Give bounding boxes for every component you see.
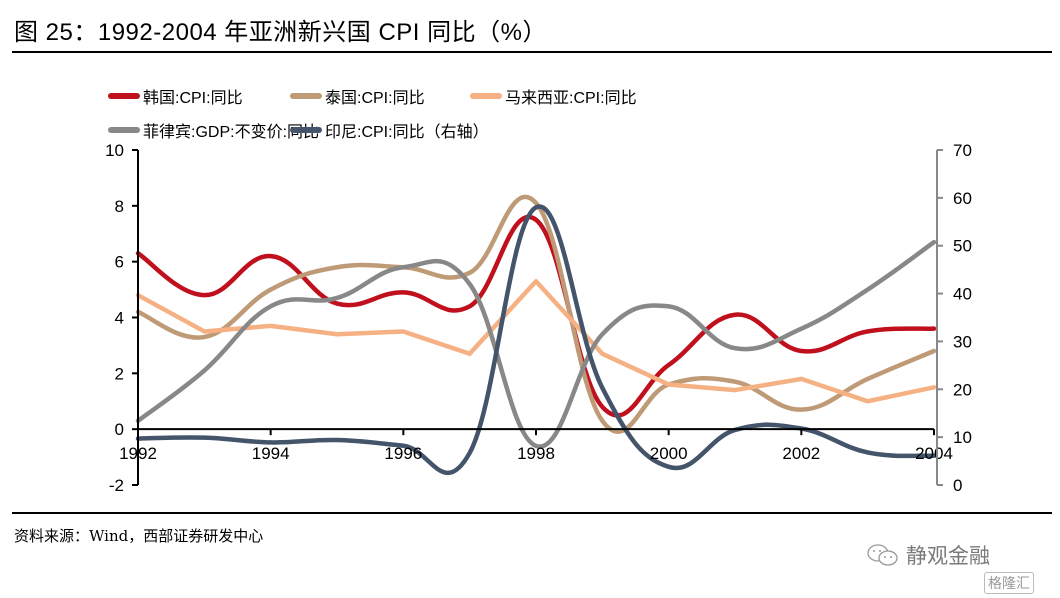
y-tick-label: 0 bbox=[115, 420, 124, 439]
legend-label: 泰国:CPI:同比 bbox=[325, 90, 425, 107]
legend-swatch bbox=[290, 127, 322, 133]
watermark: 静观金融 bbox=[866, 540, 990, 570]
watermark-logo: 格隆汇 bbox=[984, 572, 1034, 594]
x-tick-label: 1998 bbox=[517, 444, 555, 463]
y2-tick-label: 20 bbox=[953, 380, 972, 399]
y2-tick-label: 60 bbox=[953, 189, 972, 208]
x-tick-label: 2004 bbox=[915, 444, 953, 463]
wechat-icon bbox=[867, 544, 898, 566]
y2-tick-label: 0 bbox=[953, 476, 962, 495]
y-tick-label: 4 bbox=[115, 309, 124, 328]
series-layer bbox=[135, 194, 937, 476]
x-tick-label: 2000 bbox=[650, 444, 688, 463]
legend-swatch bbox=[108, 93, 140, 99]
series-line-4 bbox=[135, 204, 937, 476]
y2-tick-label: 40 bbox=[953, 285, 972, 304]
series-line-1 bbox=[135, 194, 937, 434]
x-tick-label: 2002 bbox=[782, 444, 820, 463]
legend-item-korea: 韩国:CPI:同比 bbox=[108, 84, 243, 108]
x-tick-label: 1996 bbox=[384, 444, 422, 463]
y-tick-label: -2 bbox=[109, 476, 124, 495]
y2-tick-label: 30 bbox=[953, 332, 972, 351]
y-tick-label: 2 bbox=[115, 364, 124, 383]
legend-label: 菲律宾:GDP:不变价:同比 bbox=[143, 124, 320, 141]
x-tick-label: 1994 bbox=[252, 444, 290, 463]
chart-title: 图 25：1992-2004 年亚洲新兴国 CPI 同比（%） bbox=[14, 19, 547, 46]
watermark-text: 静观金融 bbox=[906, 545, 990, 568]
legend-label: 韩国:CPI:同比 bbox=[143, 90, 243, 107]
x-tick-label: 1992 bbox=[119, 444, 157, 463]
series-line-2 bbox=[135, 278, 937, 404]
legend-item-malaysia: 马来西亚:CPI:同比 bbox=[470, 84, 637, 108]
y-tick-label: 10 bbox=[105, 141, 124, 160]
series-line-0 bbox=[135, 214, 937, 418]
legend-item-philippines: 菲律宾:GDP:不变价:同比 bbox=[108, 118, 319, 142]
footer-divider bbox=[12, 512, 1052, 514]
legend-item-thailand: 泰国:CPI:同比 bbox=[290, 84, 425, 108]
legend-swatch bbox=[290, 93, 322, 99]
legend-label: 印尼:CPI:同比（右轴） bbox=[325, 124, 489, 141]
legend-swatch bbox=[470, 93, 502, 99]
series-line-3 bbox=[135, 239, 937, 449]
y2-tick-label: 50 bbox=[953, 237, 972, 256]
y-tick-label: 8 bbox=[115, 197, 124, 216]
legend-swatch bbox=[108, 127, 140, 133]
y2-tick-label: 10 bbox=[953, 428, 972, 447]
title-divider bbox=[12, 51, 1052, 53]
y-tick-label: 6 bbox=[115, 253, 124, 272]
source-note: 资料来源：Wind，西部证券研发中心 bbox=[14, 527, 264, 545]
legend-item-indonesia: 印尼:CPI:同比（右轴） bbox=[290, 118, 489, 142]
y2-tick-label: 70 bbox=[953, 141, 972, 160]
legend-label: 马来西亚:CPI:同比 bbox=[505, 90, 637, 107]
